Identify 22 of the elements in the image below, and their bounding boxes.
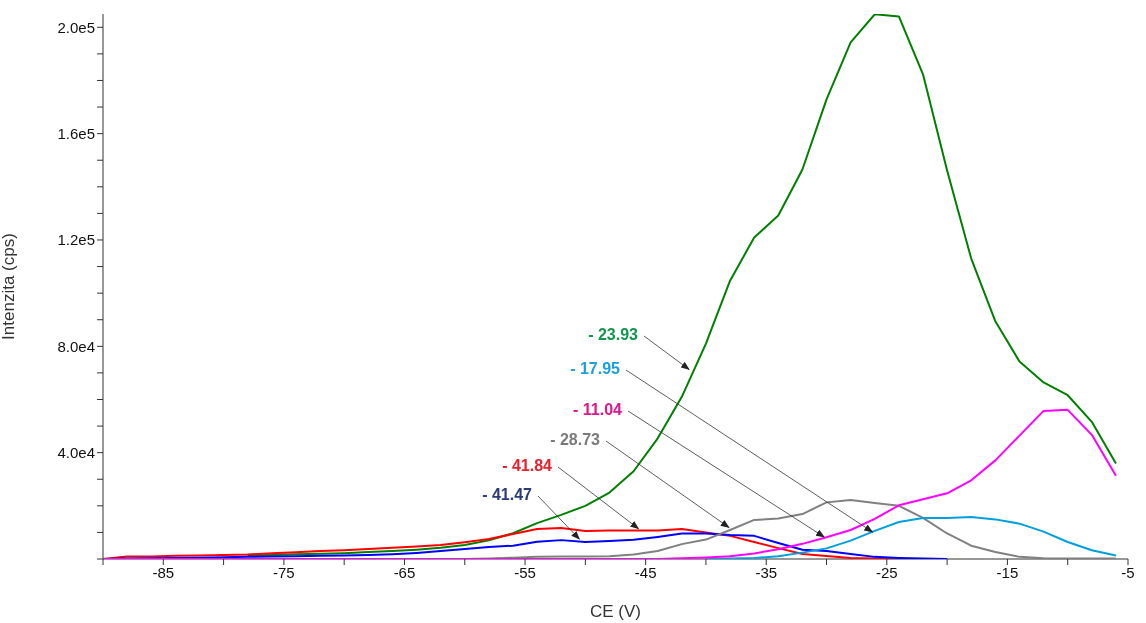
x-tick-label: -45 [634, 563, 657, 581]
y-tick-label: 2.0e5 [57, 18, 95, 36]
x-tick-label: -85 [152, 563, 175, 581]
x-tick-label: -75 [273, 563, 295, 581]
x-tick-label: -5 [1121, 563, 1135, 581]
x-tick-label: -25 [875, 563, 898, 581]
annotation: - 41.84 [502, 457, 553, 474]
y-tick-label: 1.2e5 [57, 231, 95, 249]
annotation: - 41.47 [482, 486, 533, 503]
x-tick-label: -65 [393, 563, 416, 581]
annotation: - 17.95 [570, 360, 621, 377]
x-axis-title: CE (V) [590, 602, 641, 621]
annotation: - 11.04 [573, 401, 623, 418]
x-tick-label: -35 [755, 563, 778, 581]
y-tick-label: 8.0e4 [57, 337, 95, 355]
x-tick-label: -15 [996, 563, 1019, 581]
annotation: - 28.73 [550, 431, 601, 448]
x-tick-label: -55 [514, 563, 536, 581]
y-axis-title: Intenzita (cps) [0, 233, 19, 340]
y-tick-label: 4.0e4 [57, 443, 95, 461]
annotation: - 23.93 [588, 326, 639, 343]
y-tick-label: 1.6e5 [57, 124, 95, 142]
